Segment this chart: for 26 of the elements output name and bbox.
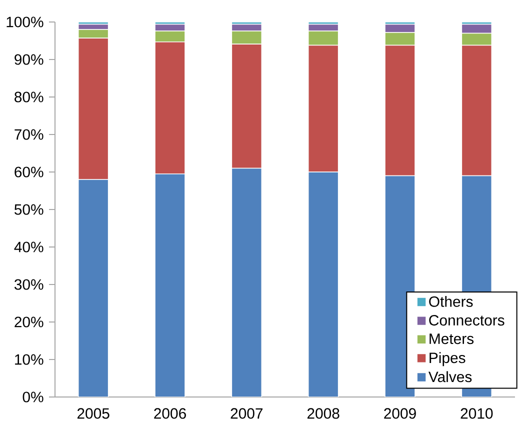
legend-label: Connectors <box>429 314 504 326</box>
bar <box>78 179 109 397</box>
legend-label: Pipes <box>430 352 466 366</box>
y-tick-label: 30% <box>14 279 44 290</box>
y-tick-label: 70% <box>14 129 44 140</box>
y-tick-label: 100% <box>6 16 44 28</box>
y-tick-label: 10% <box>15 354 44 365</box>
legend-label: Meters <box>430 334 474 344</box>
y-tick-label: 0% <box>22 392 44 402</box>
y-tick-label: 40% <box>14 242 44 252</box>
bar <box>231 168 262 397</box>
y-tick-label: 60% <box>14 166 44 178</box>
x-tick-label: 2010 <box>460 408 493 419</box>
x-tick-label: 2008 <box>307 408 340 419</box>
bar <box>308 172 339 397</box>
y-tick-label: 90% <box>14 54 44 65</box>
x-tick-label: 2006 <box>154 408 186 419</box>
x-tick-label: 2007 <box>230 408 263 419</box>
x-tick-label: 2009 <box>384 408 416 419</box>
x-tick-label: 2005 <box>77 408 110 419</box>
bar <box>154 173 186 397</box>
legend-label: Others <box>429 296 473 307</box>
y-tick-label: 80% <box>14 92 44 102</box>
y-tick-label: 50% <box>14 204 44 215</box>
legend-label: Valves <box>428 371 472 382</box>
y-tick-label: 20% <box>14 316 44 328</box>
